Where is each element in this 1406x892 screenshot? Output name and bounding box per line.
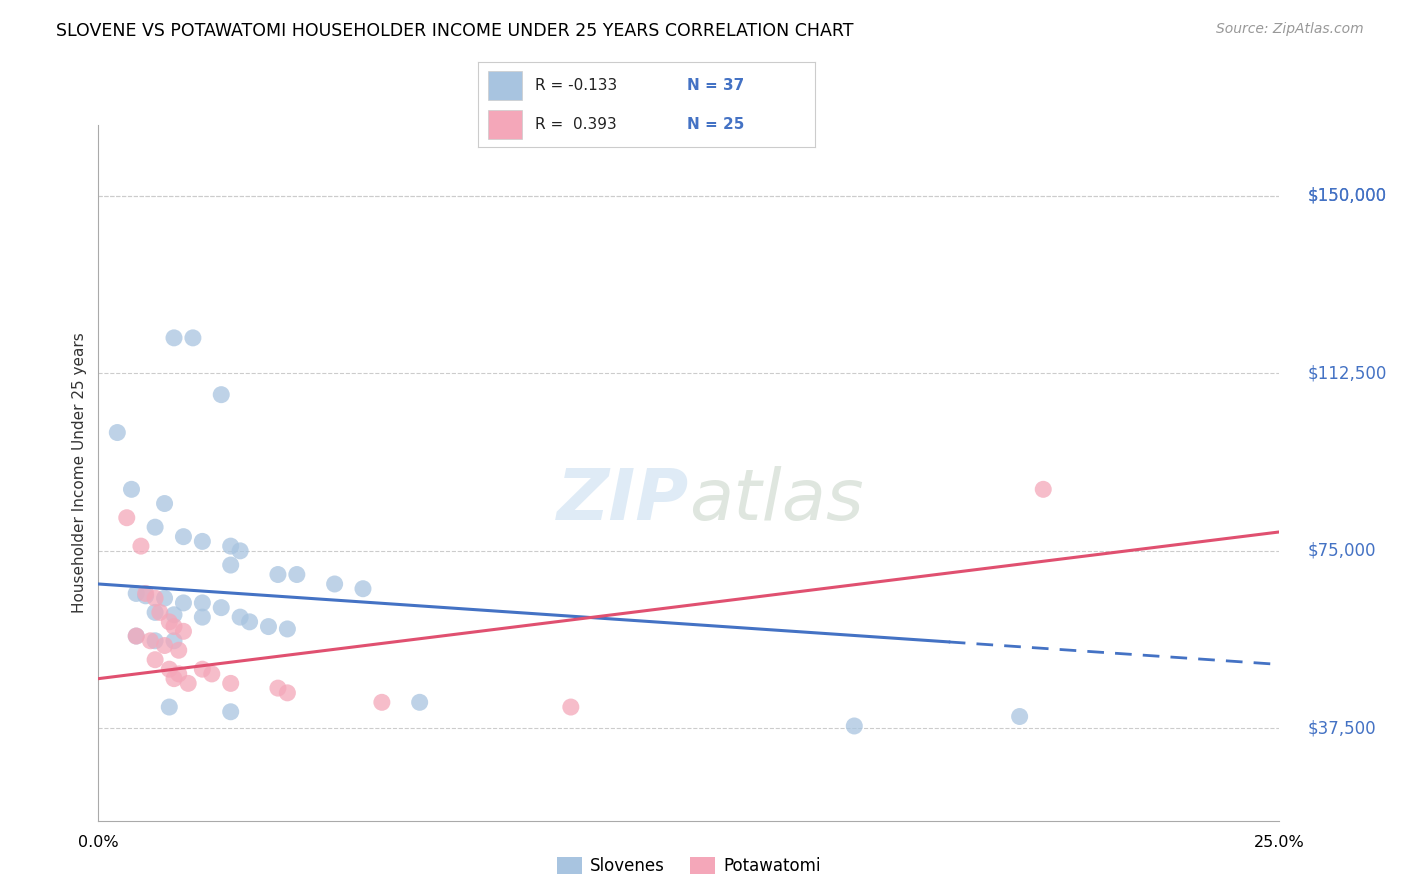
Point — [323, 577, 346, 591]
Point — [121, 483, 143, 497]
Point — [239, 615, 262, 629]
Point — [191, 662, 214, 676]
Point — [167, 667, 190, 681]
Point — [167, 643, 190, 657]
Point — [157, 615, 180, 629]
Point — [125, 586, 148, 600]
Point — [1008, 709, 1031, 723]
Point — [267, 681, 290, 695]
Text: N = 25: N = 25 — [688, 117, 745, 132]
Point — [163, 607, 186, 622]
Point — [143, 591, 166, 606]
Point — [153, 639, 176, 653]
Bar — [488, 71, 522, 100]
Point — [157, 662, 180, 676]
Point — [201, 667, 224, 681]
Point — [257, 619, 280, 633]
Y-axis label: Householder Income Under 25 years: Householder Income Under 25 years — [72, 333, 87, 613]
Point — [163, 672, 186, 686]
Point — [163, 619, 186, 633]
Point — [1032, 483, 1054, 497]
Text: R =  0.393: R = 0.393 — [536, 117, 617, 132]
Point — [153, 496, 176, 510]
Point — [177, 676, 200, 690]
Point — [129, 539, 152, 553]
Point — [149, 606, 172, 620]
Point — [115, 510, 138, 524]
Point — [105, 425, 128, 440]
Text: 25.0%: 25.0% — [1254, 835, 1305, 850]
Point — [135, 589, 157, 603]
Point — [219, 676, 242, 690]
Point — [125, 629, 148, 643]
Point — [143, 520, 166, 534]
Point — [229, 610, 252, 624]
Text: 0.0%: 0.0% — [79, 835, 118, 850]
Point — [172, 530, 194, 544]
Point — [209, 600, 232, 615]
Point — [276, 622, 298, 636]
Text: $112,500: $112,500 — [1308, 364, 1386, 383]
Point — [163, 633, 186, 648]
Point — [191, 610, 214, 624]
Text: $150,000: $150,000 — [1308, 187, 1386, 205]
Text: atlas: atlas — [689, 467, 863, 535]
Point — [267, 567, 290, 582]
Text: Source: ZipAtlas.com: Source: ZipAtlas.com — [1216, 22, 1364, 37]
Text: R = -0.133: R = -0.133 — [536, 78, 617, 93]
Point — [143, 653, 166, 667]
Point — [153, 591, 176, 606]
Point — [143, 633, 166, 648]
Point — [276, 686, 298, 700]
Point — [191, 534, 214, 549]
Point — [139, 633, 162, 648]
Point — [143, 606, 166, 620]
Point — [219, 539, 242, 553]
Point — [219, 558, 242, 572]
Point — [181, 331, 204, 345]
Point — [209, 387, 232, 401]
Point — [135, 586, 157, 600]
Point — [844, 719, 866, 733]
Text: N = 37: N = 37 — [688, 78, 745, 93]
Text: $150,000: $150,000 — [1308, 187, 1386, 205]
Point — [163, 331, 186, 345]
Text: $75,000: $75,000 — [1308, 541, 1376, 560]
Point — [191, 596, 214, 610]
Text: $37,500: $37,500 — [1308, 719, 1376, 738]
Point — [157, 700, 180, 714]
Point — [229, 544, 252, 558]
Point — [219, 705, 242, 719]
Point — [172, 596, 194, 610]
Point — [352, 582, 374, 596]
Text: ZIP: ZIP — [557, 467, 689, 535]
Point — [125, 629, 148, 643]
Legend: Slovenes, Potawatomi: Slovenes, Potawatomi — [550, 850, 828, 882]
Point — [172, 624, 194, 639]
Point — [408, 695, 430, 709]
Point — [371, 695, 394, 709]
Bar — [488, 110, 522, 139]
Text: SLOVENE VS POTAWATOMI HOUSEHOLDER INCOME UNDER 25 YEARS CORRELATION CHART: SLOVENE VS POTAWATOMI HOUSEHOLDER INCOME… — [56, 22, 853, 40]
Point — [285, 567, 308, 582]
Point — [560, 700, 582, 714]
